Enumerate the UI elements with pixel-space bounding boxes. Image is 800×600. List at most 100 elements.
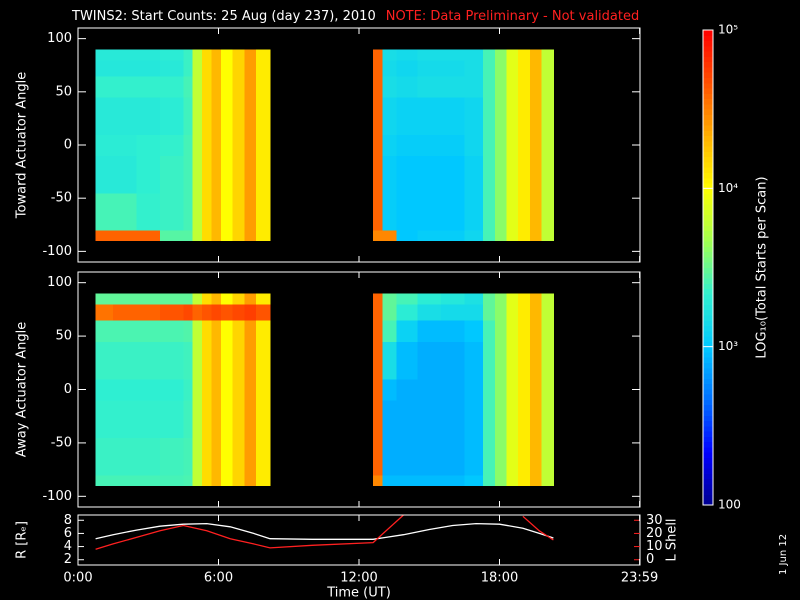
heatmap-cell: [95, 341, 114, 380]
heatmap-cell: [396, 293, 419, 305]
heatmap-cell: [159, 97, 184, 135]
heatmap-cell: [220, 155, 234, 194]
heatmap-cell: [95, 192, 114, 231]
heatmap-cell: [136, 437, 161, 476]
heatmap-cell: [440, 320, 465, 342]
colorbar-swatch: [703, 225, 713, 232]
heatmap-cell: [440, 192, 465, 231]
y-tick-label: 50: [55, 329, 72, 344]
y2-tick-label: 30: [646, 513, 663, 528]
heatmap-cell: [373, 341, 383, 380]
heatmap-cell: [232, 155, 245, 194]
heatmap-cell: [483, 134, 496, 157]
heatmap-cell: [518, 320, 531, 342]
heatmap-cell: [464, 400, 484, 439]
heatmap-cell: [494, 400, 508, 439]
heatmap-cell: [417, 341, 442, 380]
heatmap-cell: [95, 134, 114, 157]
colorbar-swatch: [703, 489, 713, 495]
heatmap-cell: [202, 320, 212, 342]
heatmap-cell: [464, 49, 484, 61]
heatmap-cell: [232, 304, 245, 321]
heatmap-cell: [183, 293, 194, 305]
heatmap-cell: [483, 59, 496, 77]
heatmap-cell: [211, 474, 222, 487]
heatmap-cell: [211, 75, 222, 98]
heatmap-cell: [220, 304, 234, 321]
colorbar-swatch: [703, 204, 713, 210]
heatmap-cell: [159, 400, 184, 439]
heatmap-cell: [183, 474, 194, 487]
heatmap-cell: [382, 230, 397, 242]
heatmap-cell: [494, 49, 508, 61]
heatmap-cell: [95, 230, 114, 242]
heatmap-cell: [211, 341, 222, 380]
heatmap-cell: [494, 134, 508, 157]
heatmap-cell: [382, 378, 397, 401]
heatmap-cell: [202, 230, 212, 242]
heatmap-cell: [183, 378, 194, 401]
heatmap-cell: [244, 230, 257, 242]
heatmap-cell: [417, 230, 442, 242]
colorbar-swatch: [703, 304, 713, 311]
heatmap-cell: [113, 59, 138, 77]
heatmap-cell: [506, 97, 519, 135]
data-line: [95, 522, 554, 540]
heatmap-cell: [159, 49, 184, 61]
heatmap-cell: [159, 304, 184, 321]
colorbar-swatch: [703, 293, 713, 300]
heatmap-cell: [494, 437, 508, 476]
heatmap-cell: [464, 97, 484, 135]
heatmap-cell: [506, 192, 519, 231]
heatmap-cell: [440, 59, 465, 77]
colorbar-swatch: [703, 77, 713, 84]
y2-tick-label: 10: [646, 539, 663, 554]
heatmap-cell: [529, 341, 543, 380]
heatmap-cell: [417, 59, 442, 77]
heatmap-cell: [541, 341, 554, 380]
colorbar-swatch: [703, 394, 713, 400]
heatmap-cell: [232, 49, 245, 61]
heatmap-cell: [483, 49, 496, 61]
heatmap-cell: [220, 75, 234, 98]
heatmap-cell: [440, 134, 465, 157]
heatmap-cell: [529, 304, 543, 321]
heatmap-cell: [518, 437, 531, 476]
heatmap-cell: [483, 155, 496, 194]
heatmap-cell: [373, 155, 383, 194]
heatmap-cell: [518, 134, 531, 157]
y-tick-label: -50: [51, 435, 72, 450]
heatmap-cell: [382, 97, 397, 135]
colorbar-swatch: [703, 114, 713, 121]
heatmap-cell: [541, 134, 554, 157]
heatmap-cell: [183, 49, 194, 61]
heatmap-cell: [220, 59, 234, 77]
heatmap-cell: [244, 437, 257, 476]
heatmap-cell: [440, 97, 465, 135]
colorbar-swatch: [703, 230, 713, 237]
colorbar-swatch: [703, 320, 713, 327]
heatmap-cell: [541, 437, 554, 476]
heatmap-cell: [95, 49, 114, 61]
heatmap-cell: [136, 59, 161, 77]
heatmap-cell: [244, 341, 257, 380]
heatmap-cell: [373, 97, 383, 135]
heatmap-cell: [396, 378, 419, 401]
heatmap-cell: [541, 304, 554, 321]
colorbar-swatch: [703, 235, 713, 242]
heatmap-cell: [506, 59, 519, 77]
heatmap-cell: [382, 59, 397, 77]
colorbar-tick-label: 10³: [718, 339, 738, 353]
heatmap-cell: [211, 400, 222, 439]
heatmap-cell: [417, 192, 442, 231]
heatmap-cell: [136, 400, 161, 439]
heatmap-cell: [95, 320, 114, 342]
heatmap-cell: [483, 400, 496, 439]
heatmap-cell: [183, 59, 194, 77]
heatmap-cell: [396, 400, 419, 439]
colorbar-swatch: [703, 177, 713, 184]
heatmap-cell: [211, 378, 222, 401]
colorbar-swatch: [703, 198, 713, 205]
heatmap-cell: [373, 378, 383, 401]
colorbar-swatch: [703, 494, 713, 501]
